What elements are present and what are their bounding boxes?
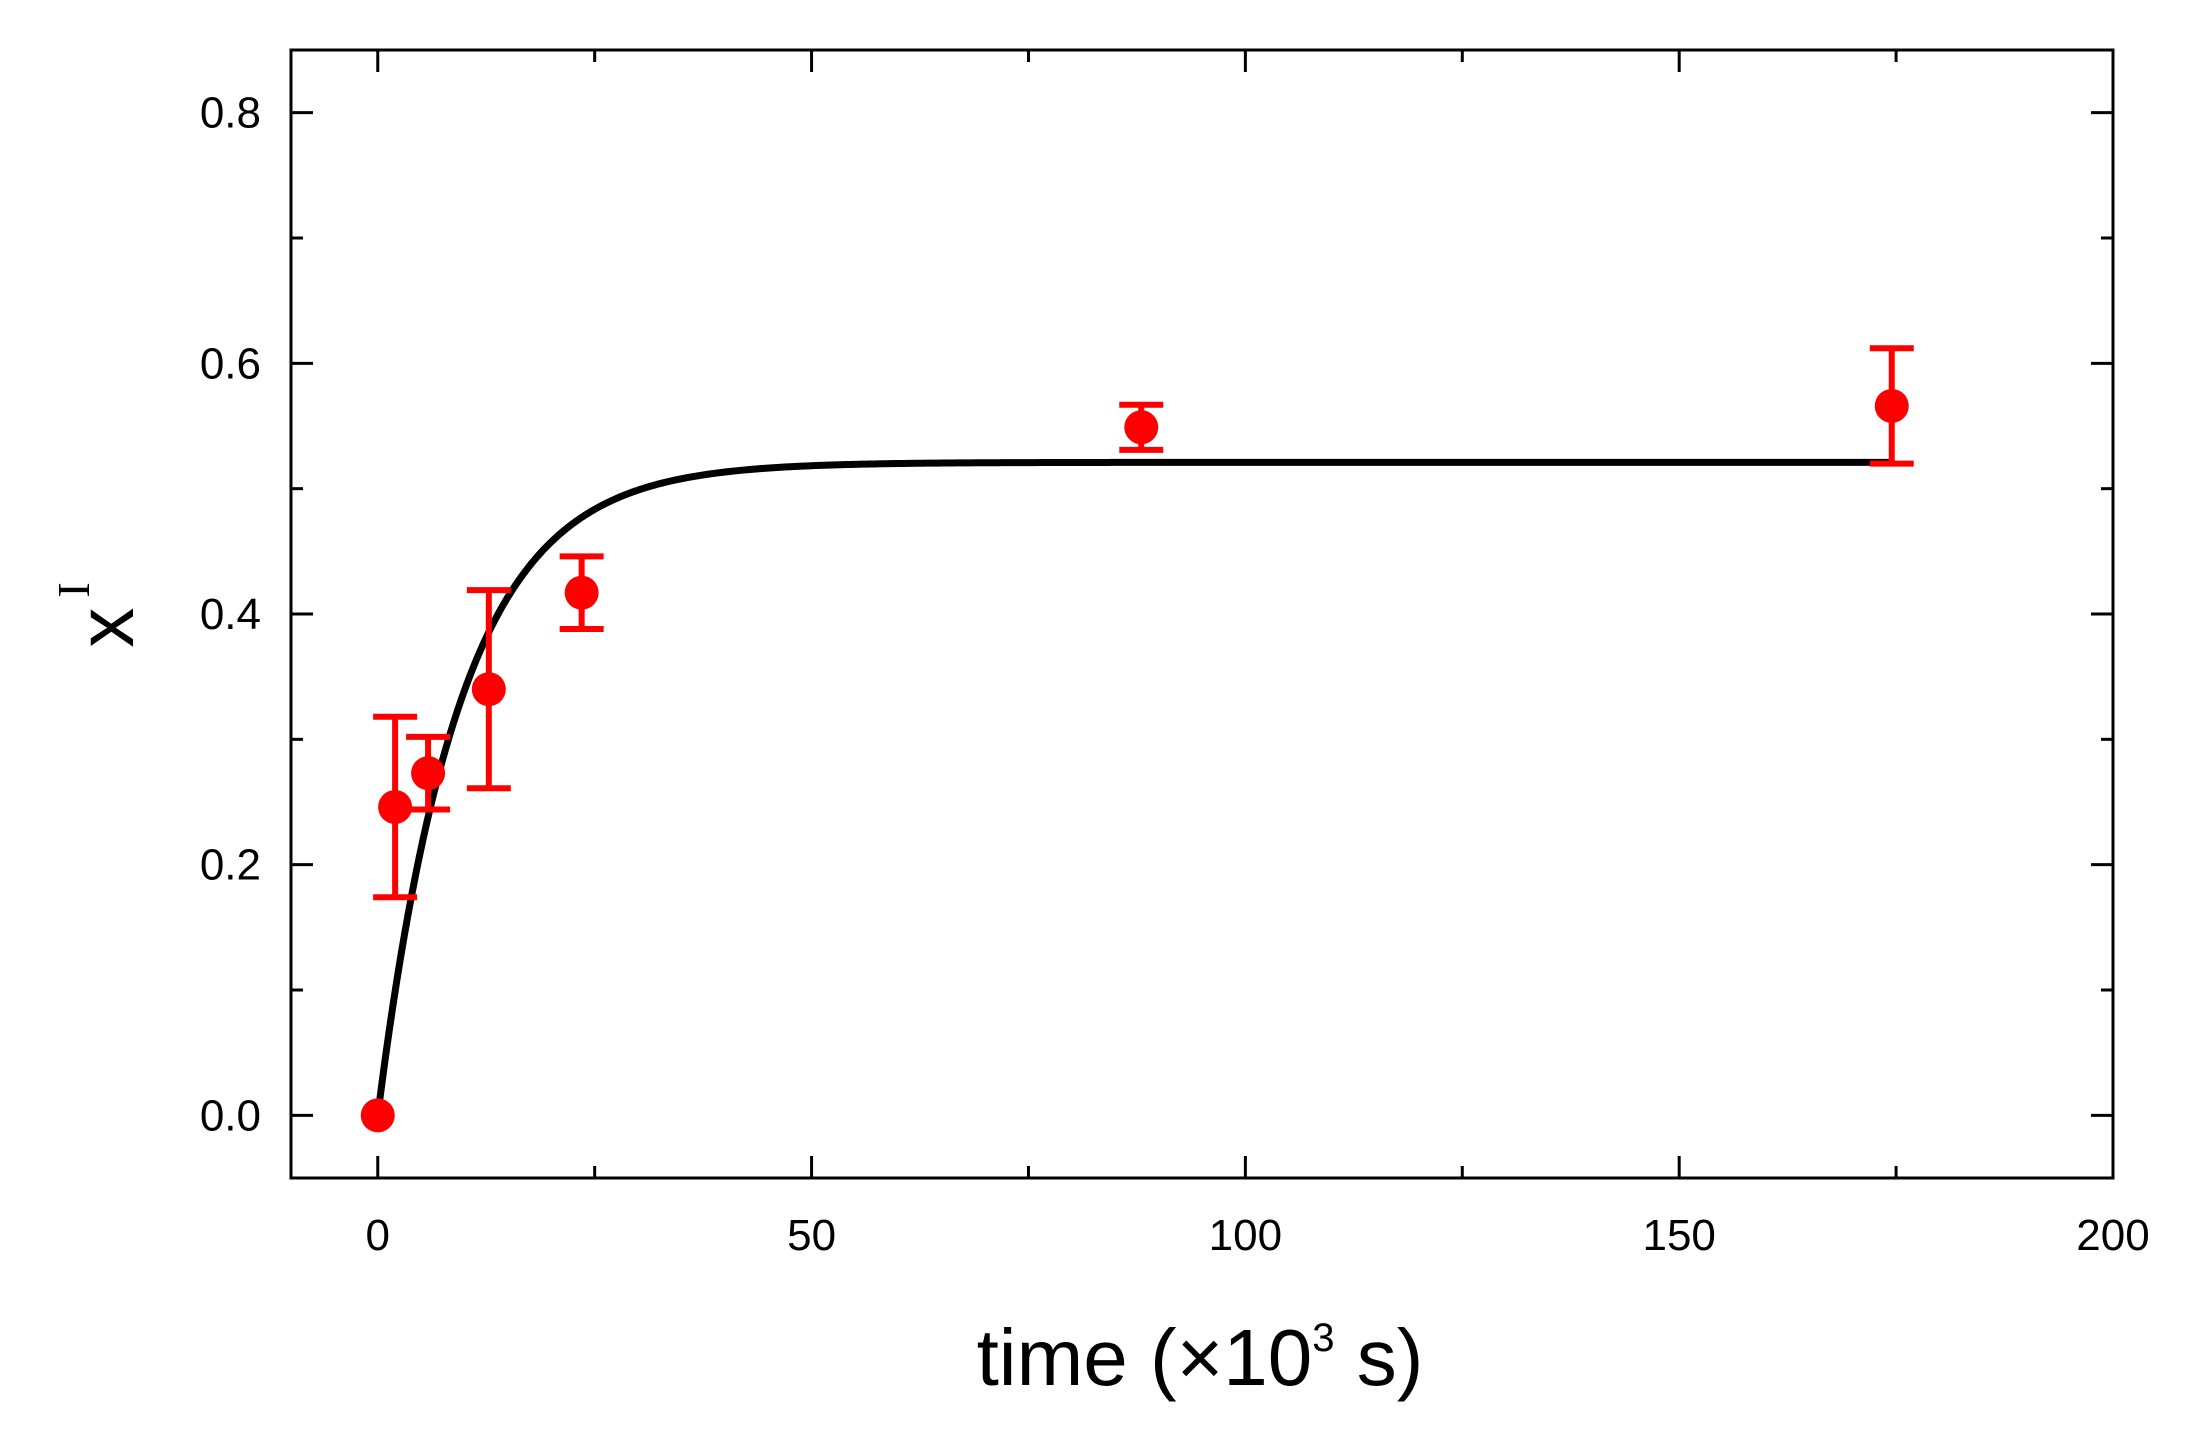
- y-tick-label: 0.4: [200, 590, 261, 639]
- y-axis-title: xI: [48, 582, 150, 647]
- plot-frame: [289, 48, 2115, 1180]
- x-axis-title-main: time (×10: [977, 1313, 1313, 1402]
- data-marker: [378, 790, 413, 825]
- fit-layer: [374, 458, 1896, 1119]
- data-marker: [564, 575, 599, 610]
- data-point: [373, 713, 418, 901]
- data-point: [466, 587, 511, 792]
- x-axis-title-suffix: s): [1335, 1313, 1424, 1402]
- y-tick-label: 0.2: [200, 841, 261, 890]
- data-point: [406, 733, 451, 813]
- data-marker: [360, 1098, 395, 1133]
- data-marker: [1124, 410, 1159, 445]
- data-marker: [411, 756, 446, 791]
- data-point: [360, 1098, 395, 1133]
- y-tick-label: 0.8: [200, 89, 261, 138]
- x-axis-title-superscript: 3: [1312, 1316, 1334, 1360]
- x-tick-label: 150: [1642, 1211, 1715, 1260]
- data-marker: [1874, 388, 1909, 423]
- data-point: [559, 553, 604, 633]
- data-point: [1869, 345, 1914, 467]
- y-tick-label: 0.6: [200, 339, 261, 388]
- ticks-layer: 0 50 100 150 200 0.0 0.2 0.4 0.6 0.8: [200, 50, 2150, 1260]
- data-marker: [471, 672, 506, 707]
- x-tick-label: 0: [366, 1211, 390, 1260]
- x-tick-label: 200: [2076, 1211, 2149, 1260]
- fit-curve: [374, 458, 1896, 1119]
- x-tick-label: 100: [1209, 1211, 1282, 1260]
- y-tick-label: 0.0: [200, 1091, 261, 1140]
- y-axis-title-main: x: [61, 608, 150, 648]
- y-axis-title-superscript: I: [48, 582, 99, 597]
- data-point: [1119, 401, 1164, 453]
- data-points-layer: [360, 345, 1914, 1133]
- x-tick-label: 50: [787, 1211, 836, 1260]
- x-axis-title: time (×103 s): [977, 1313, 1424, 1402]
- svg-text:xI: xI: [48, 582, 150, 647]
